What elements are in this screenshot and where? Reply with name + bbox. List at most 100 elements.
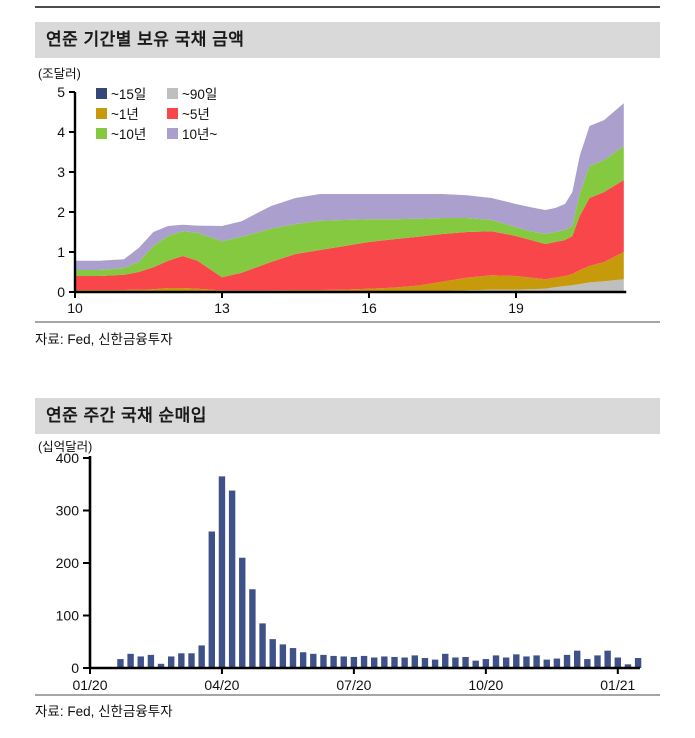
chart1-y-tick-label: 2 [57, 204, 65, 220]
bar-week-46 [553, 658, 561, 668]
bar-week-21 [299, 652, 307, 668]
bar-week-45 [543, 659, 550, 668]
legend-label-gt10y: 10년~ [182, 127, 218, 142]
bar-week-17 [259, 623, 266, 669]
bar-week-22 [310, 653, 317, 668]
bar-week-14 [228, 490, 236, 668]
bar-week-8 [168, 656, 175, 668]
area-series-le90d [75, 279, 624, 292]
legend-swatch-le5y [167, 107, 178, 119]
bar-week-32 [411, 655, 418, 668]
bar-week-28 [371, 657, 378, 668]
bar-week-42 [513, 654, 520, 668]
bar-week-52 [614, 657, 621, 668]
chart2-title: 연준 주간 국채 순매입 [35, 398, 660, 434]
chart1-y-tick-label: 5 [57, 84, 65, 100]
chart2-source: 자료: Fed, 신한금융투자 [35, 704, 173, 719]
bar-week-10 [188, 653, 195, 668]
chart1-x-tick-label: 10 [67, 300, 83, 316]
bar-week-24 [330, 655, 337, 668]
chart2-unit-label: (십억달러) [38, 440, 93, 454]
chart1-x-tick-label: 16 [361, 300, 377, 316]
bar-week-16 [249, 589, 256, 668]
legend-label-le10y: ~10년 [111, 127, 147, 142]
legend-swatch-le15d [96, 87, 107, 99]
legend-item-le90d: ~90일 [167, 86, 218, 102]
bar-week-26 [350, 656, 358, 668]
bar-week-18 [269, 639, 276, 669]
area-series-le10y [75, 146, 624, 278]
chart2-x-tick-label: 01/21 [600, 677, 635, 693]
fed-holdings-stacked-area-chart: 0 1 2 3 4 5 10 13 16 19 [57, 84, 627, 316]
legend-swatch-le90d [167, 87, 178, 99]
legend-swatch-gt10y [167, 127, 178, 139]
bar-week-41 [502, 657, 510, 668]
bar-week-47 [563, 654, 571, 669]
bar-week-38 [472, 660, 479, 668]
bar-week-15 [239, 557, 246, 668]
bar-week-30 [391, 656, 398, 668]
chart2-y-tick-label: 100 [56, 608, 80, 624]
area-series-gt10y [75, 103, 624, 270]
bar-week-5 [137, 656, 144, 668]
chart2-y-tick-label: 400 [56, 450, 80, 466]
bar-week-4 [127, 653, 134, 668]
bar-week-39 [482, 659, 490, 668]
bar-week-51 [604, 650, 611, 668]
legend-label-le5y: ~5년 [182, 107, 210, 122]
bar-week-40 [492, 655, 500, 668]
fed-weekly-purchases-bar-chart: 0 100 200 300 400 01/20 04/20 07/20 10/20 01/21 [56, 450, 642, 693]
bar-week-49 [584, 659, 591, 668]
bar-week-43 [523, 656, 530, 668]
bar-week-50 [594, 655, 601, 668]
bar-week-11 [198, 645, 205, 668]
bar-week-31 [401, 657, 408, 668]
bar-week-44 [533, 655, 540, 668]
bar-week-20 [289, 648, 297, 668]
bar-week-33 [421, 658, 429, 668]
bar-week-34 [431, 659, 439, 668]
chart2-y-tick-label: 200 [56, 555, 80, 571]
legend-label-le1y: ~1년 [111, 107, 139, 122]
bar-week-36 [452, 657, 459, 668]
chart2-x-tick-label: 04/20 [204, 677, 239, 693]
chart1-x-tick-label: 13 [214, 300, 230, 316]
area-series-le1y [75, 252, 624, 292]
bar-week-7 [157, 663, 165, 668]
chart2-x-tick-label: 01/20 [72, 677, 107, 693]
chart2-x-tick-label: 07/20 [336, 677, 371, 693]
legend-swatch-le10y [96, 127, 107, 139]
bar-week-9 [178, 653, 185, 668]
bar-week-29 [381, 656, 388, 668]
chart2-x-tick-label: 10/20 [468, 677, 503, 693]
chart1-y-tick-label: 0 [57, 284, 65, 300]
bar-week-13 [218, 476, 226, 669]
bar-week-48 [574, 650, 581, 668]
top-rule [35, 6, 660, 8]
bar-week-54 [634, 658, 642, 668]
legend-item-le5y: ~5년 [167, 106, 217, 122]
chart1-legend: ~15일 ~90일 ~1년 ~5년 ~10년 10년~ [96, 86, 218, 142]
bar-week-27 [360, 655, 368, 668]
legend-label-le90d: ~90일 [182, 87, 218, 102]
legend-item-le1y: ~1년 [96, 106, 165, 122]
chart1-divider [35, 321, 660, 323]
chart1-y-tick-label: 4 [57, 124, 65, 140]
bar-week-12 [208, 531, 215, 668]
chart2-y-tick-label: 0 [71, 660, 79, 676]
bar-week-23 [320, 654, 327, 669]
bar-week-19 [279, 644, 287, 669]
bar-week-25 [340, 656, 347, 668]
bar-week-6 [147, 654, 155, 669]
chart1-title: 연준 기간별 보유 국채 금액 [35, 22, 660, 58]
bar-week-37 [462, 656, 469, 668]
legend-swatch-le1y [96, 107, 107, 119]
chart1-unit-label: (조달러) [38, 67, 81, 81]
chart1-y-tick-label: 1 [57, 244, 65, 260]
chart1-source: 자료: Fed, 신한금융투자 [35, 332, 173, 347]
chart1-y-tick-label: 3 [57, 164, 65, 180]
bar-week-53 [624, 664, 632, 668]
legend-item-gt10y: 10년~ [167, 126, 218, 142]
legend-label-le15d: ~15일 [111, 87, 147, 102]
